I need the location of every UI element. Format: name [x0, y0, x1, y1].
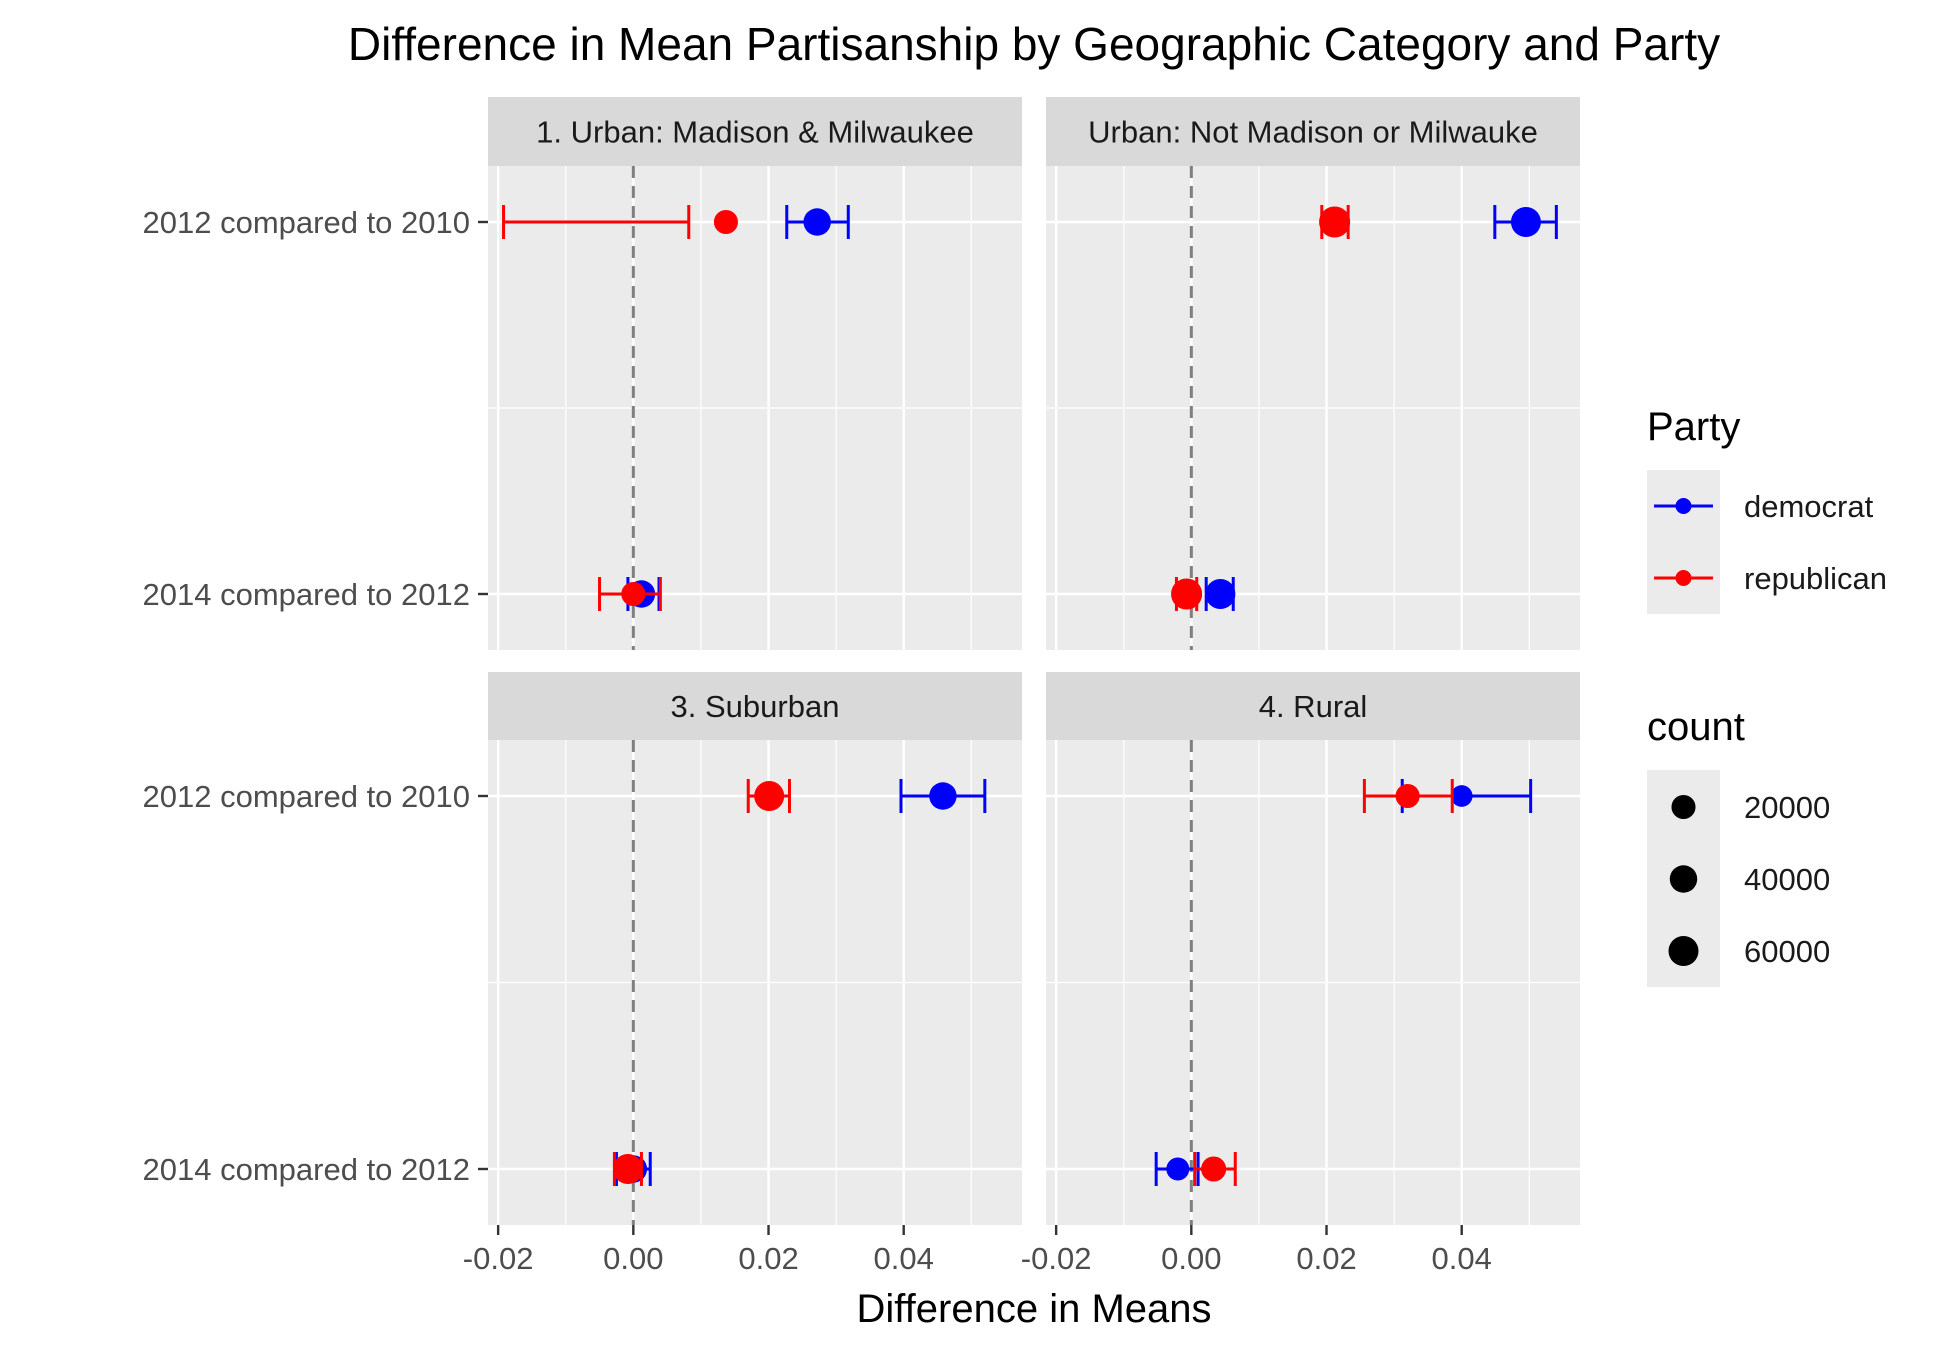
- y-axis-tick-label: 2014 compared to 2012: [143, 577, 470, 612]
- legend-party-title: Party: [1647, 405, 1740, 449]
- y-axis-tick-label: 2012 compared to 2010: [143, 205, 470, 240]
- x-axis-label: Difference in Means: [857, 1287, 1212, 1331]
- x-axis-tick-label: -0.02: [1021, 1241, 1092, 1276]
- data-point-republican: [713, 209, 738, 235]
- x-axis-tick-label: -0.02: [463, 1241, 534, 1276]
- data-point-republican: [1319, 206, 1351, 238]
- data-point-republican: [1395, 783, 1420, 809]
- data-point-republican: [754, 781, 785, 811]
- legend-label-republican: republican: [1744, 561, 1887, 596]
- x-axis-tick-label: 0.02: [1296, 1241, 1356, 1276]
- facet-panels: 1. Urban: Madison & Milwaukee 2012 compar…: [143, 97, 1580, 1276]
- facet-panel: 3. Suburban 2012 compared to 2010 2014 com…: [143, 672, 1022, 1276]
- legend-count-point: [1668, 936, 1699, 966]
- data-point-democrat: [1205, 579, 1236, 609]
- facet-panel: Urban: Not Madison or Milwauke: [1046, 97, 1580, 650]
- legend-key-point-republican: [1675, 570, 1692, 586]
- data-point-democrat: [929, 782, 957, 810]
- data-point-democrat: [1166, 1157, 1190, 1181]
- x-axis-tick-label: 0.04: [1432, 1241, 1492, 1276]
- x-axis-tick-label: 0.04: [874, 1241, 934, 1276]
- data-point-democrat: [1450, 785, 1473, 807]
- legend-party-key-background: [1647, 470, 1720, 614]
- legend-key-point-democrat: [1675, 498, 1692, 514]
- facet-strip-label: 3. Suburban: [671, 689, 840, 724]
- x-axis-tick-label: 0.02: [738, 1241, 798, 1276]
- legend-count-title: count: [1647, 705, 1745, 749]
- facet-strip: [488, 97, 1022, 166]
- facet-strip-label: 4. Rural: [1259, 689, 1368, 724]
- facet-strip: [488, 672, 1022, 740]
- facet-panel: 4. Rural -0.02 0.00 0.02 0.04: [1021, 672, 1580, 1276]
- data-point-democrat: [1510, 207, 1541, 237]
- y-axis-tick-label: 2014 compared to 2012: [143, 1152, 470, 1187]
- legend-count-label: 40000: [1744, 862, 1830, 897]
- legend-label-democrat: democrat: [1744, 489, 1874, 524]
- legend-count-point: [1671, 794, 1696, 820]
- legend-count-label: 60000: [1744, 934, 1830, 969]
- data-point-republican: [1171, 578, 1203, 610]
- chart-title: Difference in Mean Partisanship by Geogr…: [348, 18, 1720, 70]
- x-axis-tick-label: 0.00: [603, 1241, 663, 1276]
- legend-count-point: [1669, 865, 1698, 893]
- data-point-republican: [612, 1154, 643, 1184]
- facet-strip: [1046, 97, 1580, 166]
- facet-panel: 1. Urban: Madison & Milwaukee 2012 compar…: [143, 97, 1022, 650]
- y-axis-tick-label: 2012 compared to 2010: [143, 779, 470, 814]
- facet-strip-label: 1. Urban: Madison & Milwaukee: [536, 115, 974, 150]
- legend: Party democrat republican count 20000 40000 60…: [1647, 405, 1887, 987]
- legend-count-label: 20000: [1744, 790, 1830, 825]
- data-point-republican: [621, 581, 646, 607]
- facet-strip-label: Urban: Not Madison or Milwauke: [1088, 115, 1538, 150]
- facet-strip: [1046, 672, 1580, 740]
- x-axis-tick-label: 0.00: [1161, 1241, 1221, 1276]
- data-point-democrat: [803, 208, 831, 236]
- data-point-republican: [1201, 1156, 1227, 1182]
